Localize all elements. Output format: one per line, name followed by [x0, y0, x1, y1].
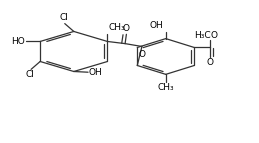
Text: O: O — [206, 58, 213, 67]
Text: CH₃: CH₃ — [109, 23, 125, 32]
Text: O: O — [123, 24, 130, 33]
Text: OH: OH — [149, 21, 163, 30]
Text: O: O — [211, 31, 218, 40]
Text: CH₃: CH₃ — [157, 83, 174, 92]
Text: H₃C: H₃C — [195, 31, 211, 40]
Text: O: O — [138, 50, 146, 59]
Text: Cl: Cl — [25, 70, 34, 80]
Text: HO: HO — [11, 37, 25, 46]
Text: Cl: Cl — [59, 13, 68, 22]
Text: OH: OH — [89, 68, 103, 77]
